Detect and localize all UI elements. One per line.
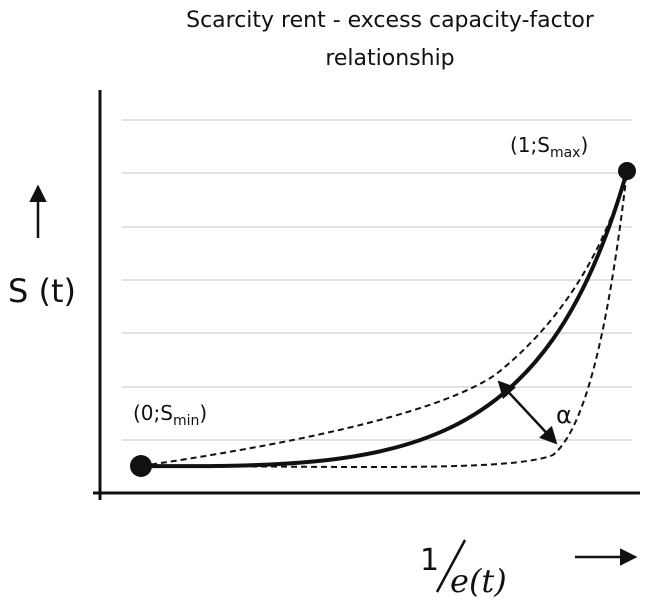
lower-curve [140,170,628,469]
fraction-slash [435,539,467,593]
point-label: (0;Smin) [133,401,207,429]
point-text: (0;S [133,401,173,425]
start-point [130,455,152,477]
point-sub: max [550,145,581,161]
x-label-numerator: 1 [420,543,439,578]
point-text: ) [199,401,207,425]
y-axis-label: S (t) [8,272,76,310]
x-label-denominator: e(t) [450,562,507,600]
point-text: ) [580,133,588,157]
point-sub: min [173,413,199,429]
angle-arrow [497,380,558,445]
end-point [618,162,636,180]
grid [122,119,632,441]
angle-label: α [556,401,572,429]
main-curve [140,170,629,469]
upper-curve [140,170,628,467]
chart-title: Scarcity rent - excess capacity-factor r… [186,8,594,71]
title-box: Scarcity rent - excess capacity-factor r… [186,8,594,71]
point-text: (1;S [510,133,550,157]
point-label: (1;Smax) [510,133,588,161]
